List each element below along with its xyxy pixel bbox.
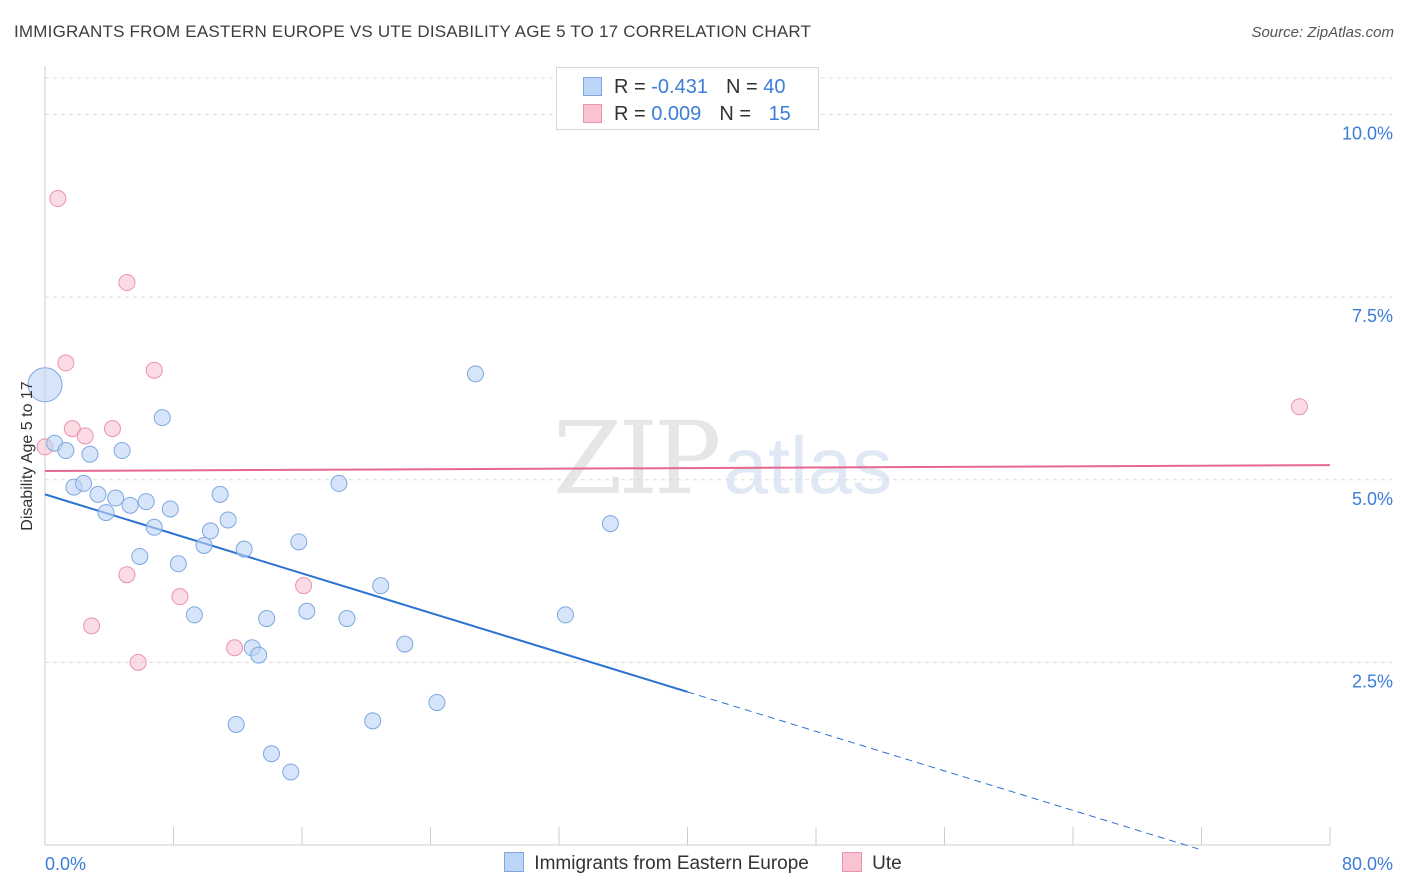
data-point-immigrants — [113, 442, 131, 460]
data-point-ute — [83, 617, 101, 635]
data-point-immigrants — [81, 445, 99, 463]
trend-line-immigrants-extrapolated — [687, 691, 1199, 850]
data-point-immigrants — [258, 610, 276, 628]
data-point-immigrants — [298, 602, 316, 620]
data-point-immigrants — [97, 504, 115, 522]
legend-row-ute: R = 0.009 N = 15 — [583, 103, 791, 126]
y-tick-label: 2.5% — [1352, 671, 1393, 691]
data-point-immigrants — [219, 511, 237, 529]
data-point-immigrants — [27, 367, 63, 403]
n-label: N = — [719, 103, 757, 125]
watermark-zip: ZIP — [553, 400, 721, 517]
n-value: 40 — [763, 76, 786, 98]
data-point-immigrants — [235, 540, 253, 558]
data-point-immigrants — [290, 533, 308, 551]
pink-swatch — [842, 852, 863, 872]
legend-label: Ute — [872, 853, 902, 874]
data-point-immigrants — [428, 694, 446, 712]
data-point-immigrants — [57, 442, 75, 460]
y-tick-label: 7.5% — [1352, 306, 1393, 326]
data-point-ute — [76, 427, 94, 445]
blue-swatch — [504, 852, 525, 872]
y-tick-label: 5.0% — [1352, 489, 1393, 509]
data-point-ute — [226, 639, 244, 657]
pink-swatch — [583, 104, 602, 123]
r-label: R = — [614, 103, 652, 125]
data-point-immigrants — [211, 485, 229, 503]
data-point-immigrants — [121, 496, 139, 514]
data-point-immigrants — [250, 646, 268, 664]
watermark: ZIPatlas — [553, 400, 892, 517]
data-point-immigrants — [556, 606, 574, 624]
y-axis-label: Disability Age 5 to 17 — [19, 381, 36, 531]
data-point-immigrants — [169, 555, 187, 573]
n-label: N = — [725, 76, 764, 98]
tick-labels: 2.5% 5.0% 7.5% 10.0% 0.0% 80.0% — [45, 124, 1393, 874]
data-point-ute — [63, 420, 81, 438]
data-point-immigrants — [131, 547, 149, 565]
r-value: 0.009 — [651, 103, 702, 125]
series-legend: Immigrants from Eastern Europe Ute — [0, 852, 1406, 875]
data-point-immigrants — [201, 522, 219, 540]
legend-item-immigrants: Immigrants from Eastern Europe — [504, 852, 809, 875]
data-point-immigrants — [153, 409, 171, 427]
blue-swatch — [583, 77, 602, 96]
data-point-ute — [118, 566, 136, 584]
data-point-ute — [1290, 398, 1308, 416]
data-point-ute — [49, 190, 67, 208]
source-label: Source: ZipAtlas.com — [1251, 24, 1394, 41]
x-tick-label: 80.0% — [1342, 854, 1393, 874]
data-point-immigrants — [364, 712, 382, 730]
r-label: R = — [614, 76, 652, 98]
data-point-immigrants — [372, 577, 390, 595]
data-point-ute — [145, 361, 163, 379]
watermark-atlas: atlas — [723, 421, 893, 510]
r-value: -0.431 — [651, 76, 708, 98]
data-point-immigrants — [601, 515, 619, 533]
data-point-ute — [295, 577, 313, 595]
data-point-immigrants — [89, 485, 107, 503]
data-point-immigrants — [137, 493, 155, 511]
data-point-immigrants — [282, 763, 300, 781]
data-point-ute — [103, 420, 121, 438]
data-point-immigrants — [396, 635, 414, 653]
legend-row-immigrants: R = -0.431 N = 40 — [583, 76, 785, 99]
data-point-immigrants — [145, 518, 163, 536]
data-point-immigrants — [262, 745, 280, 763]
data-point-immigrants — [227, 715, 245, 733]
trend-line-ute — [44, 464, 1331, 472]
legend-item-ute: Ute — [842, 852, 902, 875]
n-value: 15 — [768, 103, 791, 125]
data-point-immigrants — [330, 474, 348, 492]
data-point-ute — [118, 274, 136, 292]
y-tick-label: 10.0% — [1342, 124, 1393, 144]
legend-label: Immigrants from Eastern Europe — [534, 853, 809, 874]
data-point-ute — [129, 653, 147, 671]
data-points — [27, 190, 1308, 781]
data-point-ute — [171, 588, 189, 606]
trend-lines — [44, 464, 1331, 850]
data-point-immigrants — [466, 365, 484, 383]
data-point-immigrants — [185, 606, 203, 624]
chart-title: IMMIGRANTS FROM EASTERN EUROPE VS UTE DI… — [14, 22, 812, 41]
data-point-immigrants — [107, 489, 125, 507]
correlation-legend: R = -0.431 N = 40 R = 0.009 N = 15 — [556, 67, 819, 130]
axes — [44, 66, 1331, 846]
data-point-immigrants — [161, 500, 179, 518]
data-point-immigrants — [195, 537, 213, 555]
data-point-ute — [57, 354, 75, 372]
data-point-immigrants — [75, 474, 93, 492]
grid-lines — [45, 77, 1392, 663]
x-tick-label: 0.0% — [45, 854, 86, 874]
data-point-immigrants — [338, 610, 356, 628]
